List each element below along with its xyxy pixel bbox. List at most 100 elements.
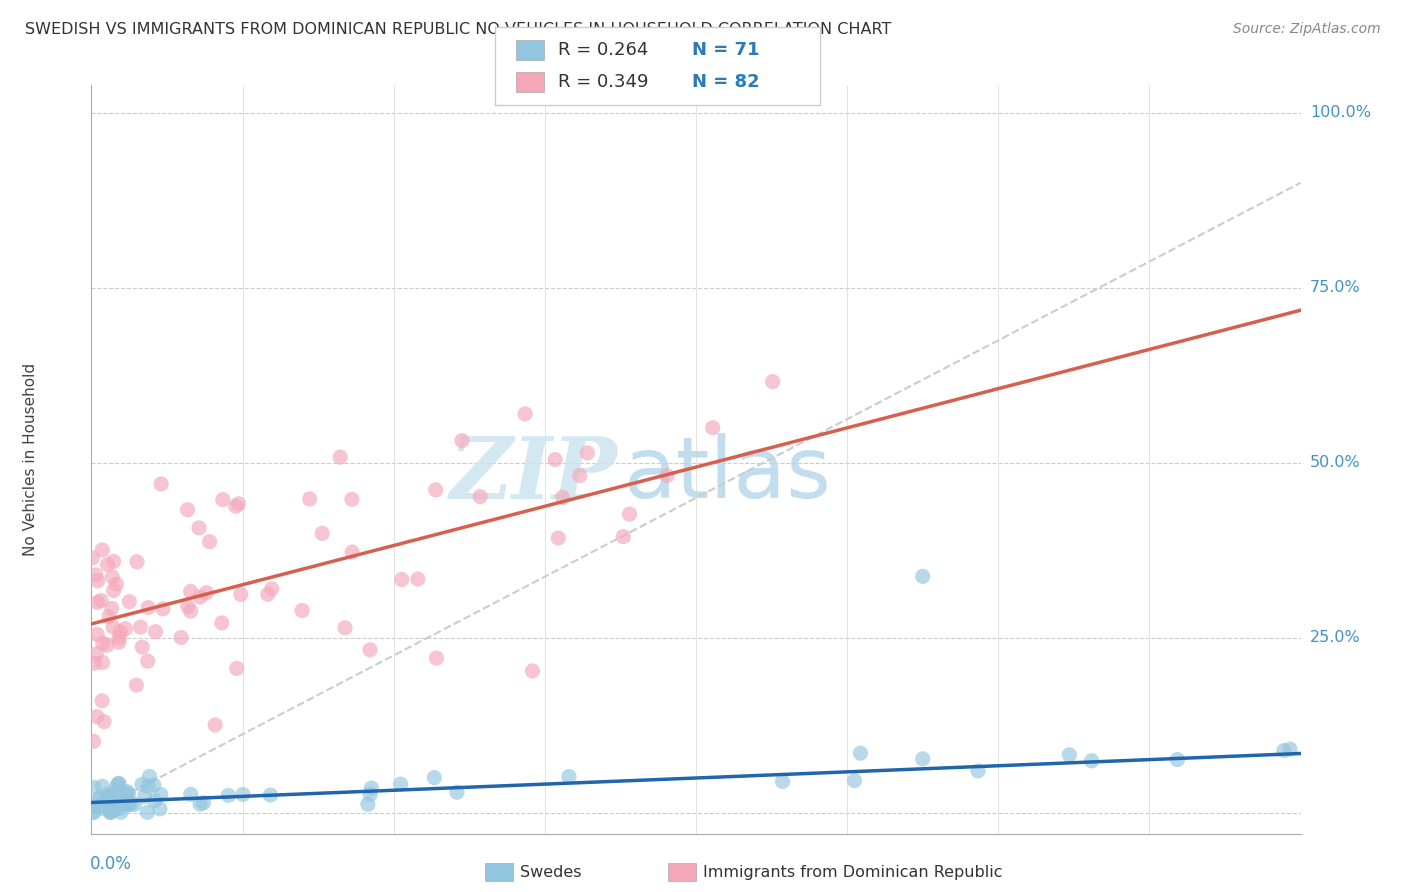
Point [86,709,108,723]
Point [129,620,152,634]
Point [90,798,112,813]
Point [967,764,990,778]
Point [844,773,866,788]
Point [108,795,131,809]
Point [134,789,156,804]
Point [117,785,139,799]
Point [576,446,599,460]
Point [225,661,247,675]
Point [117,798,139,813]
Point [91,694,114,708]
Point [360,780,382,795]
Text: Swedes: Swedes [520,865,582,880]
Point [1278,742,1301,756]
Point [544,452,567,467]
Point [176,502,198,516]
Point [260,582,283,596]
Text: Immigrants from Dominican Republic: Immigrants from Dominican Republic [703,865,1002,880]
Point [108,631,131,645]
Text: R = 0.349: R = 0.349 [558,73,648,91]
Point [702,421,724,435]
Point [138,769,160,783]
Point [114,797,136,811]
Point [180,584,202,599]
Point [89,791,111,805]
Point [470,490,492,504]
Point [1272,744,1295,758]
Point [83,805,105,820]
Point [204,718,226,732]
Point [98,609,121,624]
Point [94,794,117,808]
Point [451,434,474,448]
Point [91,656,114,670]
Point [118,594,141,608]
Point [568,468,591,483]
Point [152,602,174,616]
Point [217,789,239,803]
Text: No Vehicles in Household: No Vehicles in Household [24,363,38,556]
Point [513,407,536,421]
Point [111,797,134,812]
Point [91,636,114,650]
Point [97,796,120,810]
Point [1166,752,1188,766]
Point [762,375,785,389]
Point [406,572,429,586]
Point [114,622,136,636]
Text: 100.0%: 100.0% [1310,105,1371,120]
Point [84,647,107,661]
Point [131,777,153,791]
Point [911,752,934,766]
Point [188,521,211,535]
Point [98,805,121,820]
Point [359,642,381,657]
Point [150,477,173,491]
Point [101,570,124,584]
Point [83,780,105,795]
Point [103,788,125,802]
Point [547,531,569,545]
Point [125,678,148,692]
Point [228,497,250,511]
Point [311,526,333,541]
Point [93,714,115,729]
Point [101,620,124,634]
Point [83,657,105,671]
Point [107,776,129,790]
Point [391,573,413,587]
Text: 25.0%: 25.0% [1310,631,1361,646]
Point [103,583,125,598]
Point [100,804,122,818]
Point [97,558,120,572]
Point [110,805,132,820]
Point [86,627,108,641]
Point [193,796,215,810]
Point [136,780,159,794]
Point [136,600,159,615]
Point [229,587,252,601]
Point [177,599,200,614]
Point [117,787,139,801]
Point [619,507,641,521]
Point [105,577,128,591]
Text: SWEDISH VS IMMIGRANTS FROM DOMINICAN REPUBLIC NO VEHICLES IN HOUSEHOLD CORRELATI: SWEDISH VS IMMIGRANTS FROM DOMINICAN REP… [25,22,891,37]
Point [124,797,146,812]
Point [101,805,124,819]
Point [108,635,131,649]
Point [558,770,581,784]
Point [849,746,872,760]
Point [188,797,211,811]
Text: Source: ZipAtlas.com: Source: ZipAtlas.com [1233,22,1381,37]
Point [83,734,105,748]
Point [425,483,447,497]
Point [340,545,363,559]
Point [103,554,125,568]
Point [423,771,446,785]
Point [340,492,363,507]
Point [105,779,128,793]
Text: 50.0%: 50.0% [1310,456,1361,470]
Text: N = 71: N = 71 [692,41,759,59]
Point [91,779,114,793]
Point [89,790,111,805]
